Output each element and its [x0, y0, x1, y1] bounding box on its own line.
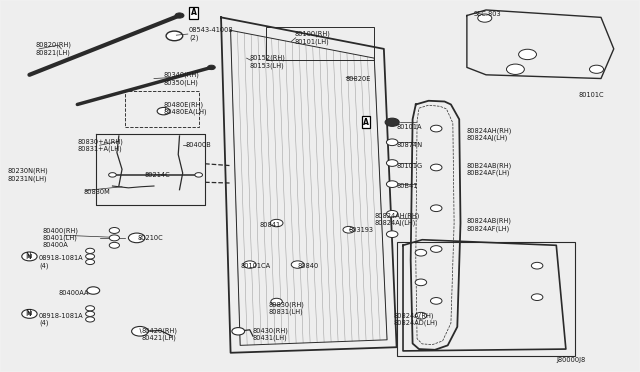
Circle shape [232, 328, 244, 335]
Circle shape [385, 118, 399, 126]
Circle shape [387, 231, 398, 237]
Text: 80824AH(RH)
80824AJ(LH): 80824AH(RH) 80824AJ(LH) [467, 127, 512, 141]
Circle shape [86, 248, 95, 253]
Circle shape [129, 233, 145, 243]
Circle shape [157, 108, 170, 115]
Circle shape [477, 14, 492, 22]
Text: N: N [25, 252, 31, 261]
Circle shape [531, 262, 543, 269]
Text: 80400(RH)
80401(LH)
80400A: 80400(RH) 80401(LH) 80400A [42, 227, 78, 248]
Text: 08543-41008
(2): 08543-41008 (2) [189, 27, 234, 41]
Text: 80830(RH)
80831(LH): 80830(RH) 80831(LH) [269, 301, 305, 315]
Text: 08918-1081A
(4): 08918-1081A (4) [39, 255, 84, 269]
Bar [266, 27, 374, 60]
Circle shape [166, 31, 182, 41]
Circle shape [109, 235, 120, 241]
Text: 80430(RH)
80431(LH): 80430(RH) 80431(LH) [253, 327, 289, 341]
Circle shape [109, 228, 120, 234]
Circle shape [109, 242, 120, 248]
Text: 80101G: 80101G [397, 163, 423, 169]
Text: 80480E(RH)
80480EA(LH): 80480E(RH) 80480EA(LH) [164, 101, 207, 115]
Text: 80210C: 80210C [138, 235, 164, 241]
Circle shape [431, 246, 442, 252]
Circle shape [431, 164, 442, 171]
Text: A: A [191, 9, 196, 17]
Text: 80152(RH)
80153(LH): 80152(RH) 80153(LH) [250, 55, 285, 69]
Text: 80340(RH)
80350(LH): 80340(RH) 80350(LH) [164, 71, 200, 86]
Circle shape [415, 312, 427, 319]
Circle shape [387, 181, 398, 187]
Text: 80101CA: 80101CA [240, 263, 270, 269]
Circle shape [86, 317, 95, 322]
Circle shape [387, 211, 398, 217]
Circle shape [506, 64, 524, 74]
Text: 80230N(RH)
80231N(LH): 80230N(RH) 80231N(LH) [7, 168, 48, 182]
Text: 80820(RH)
80821(LH): 80820(RH) 80821(LH) [36, 42, 72, 56]
Circle shape [87, 287, 100, 294]
Text: 80101C: 80101C [579, 92, 604, 98]
Text: 80400B: 80400B [186, 142, 212, 148]
Circle shape [22, 252, 37, 261]
Circle shape [271, 298, 282, 305]
Bar [397, 241, 575, 356]
Circle shape [431, 125, 442, 132]
Text: 80840: 80840 [298, 263, 319, 269]
Circle shape [589, 65, 604, 73]
Circle shape [270, 219, 283, 227]
Circle shape [132, 327, 148, 336]
Text: 80214C: 80214C [145, 172, 170, 178]
Text: 80101A: 80101A [397, 124, 422, 130]
Text: N: N [27, 254, 32, 259]
Circle shape [431, 298, 442, 304]
Text: J80000J8: J80000J8 [556, 357, 586, 363]
Circle shape [431, 205, 442, 212]
Text: A: A [363, 118, 369, 127]
Text: 80100(RH)
80101(LH): 80100(RH) 80101(LH) [294, 31, 330, 45]
Text: 80830M: 80830M [84, 189, 111, 195]
Circle shape [86, 259, 95, 264]
Text: N: N [25, 310, 31, 318]
Text: SEC.803: SEC.803 [473, 11, 501, 17]
Circle shape [415, 249, 427, 256]
Circle shape [86, 311, 95, 317]
Circle shape [387, 160, 398, 166]
Circle shape [531, 294, 543, 301]
Bar [125, 92, 198, 127]
Circle shape [518, 49, 536, 60]
Text: 80400AA: 80400AA [58, 291, 88, 296]
Circle shape [387, 139, 398, 145]
Circle shape [243, 261, 256, 268]
Text: 08918-1081A
(4): 08918-1081A (4) [39, 313, 84, 326]
Text: 80824A(RH)
80824AD(LH): 80824A(RH) 80824AD(LH) [394, 312, 438, 326]
Circle shape [291, 261, 304, 268]
Text: 80820E: 80820E [346, 76, 371, 81]
Text: 80830+A(RH)
80831+A(LH): 80830+A(RH) 80831+A(LH) [77, 138, 124, 152]
Circle shape [195, 173, 202, 177]
Circle shape [343, 227, 355, 233]
Text: 80B41: 80B41 [397, 183, 418, 189]
Text: 80841: 80841 [259, 222, 280, 228]
Circle shape [86, 306, 95, 311]
Text: 803193: 803193 [349, 227, 374, 234]
Circle shape [175, 13, 184, 18]
Circle shape [207, 65, 215, 70]
Circle shape [22, 310, 37, 318]
Text: 80420(RH)
80421(LH): 80420(RH) 80421(LH) [141, 327, 177, 341]
Circle shape [415, 279, 427, 286]
Text: 80824AH(RH)
80824AJ(LH): 80824AH(RH) 80824AJ(LH) [374, 212, 420, 226]
Circle shape [109, 173, 116, 177]
Text: 80B24AB(RH)
80B24AF(LH): 80B24AB(RH) 80B24AF(LH) [467, 162, 512, 176]
Circle shape [86, 254, 95, 259]
Text: 80824AB(RH)
80824AF(LH): 80824AB(RH) 80824AF(LH) [467, 218, 512, 232]
Text: N: N [27, 311, 32, 316]
Text: 80874N: 80874N [397, 142, 423, 148]
